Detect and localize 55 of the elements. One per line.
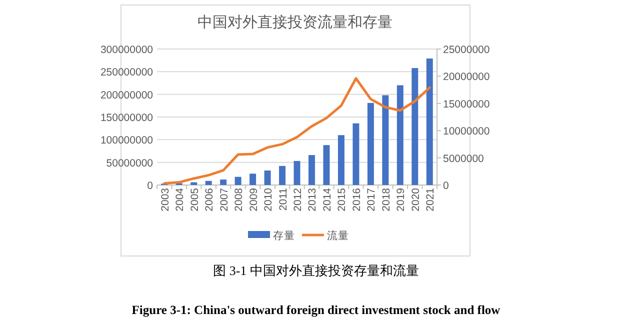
y2-tick-label: 15000000: [443, 98, 490, 110]
y2-tick-label: 5000000: [443, 152, 484, 165]
caption: Figure 3-1: China's outward foreign direct investment stock and flow: [132, 303, 500, 317]
y2-tick-label: 20000000: [443, 71, 490, 84]
bar: [205, 180, 212, 185]
x-tick-label: 2011: [277, 188, 290, 211]
bar: [367, 102, 374, 185]
y-tick-label: 300000000: [100, 44, 154, 56]
bar: [250, 174, 256, 185]
x-tick-label: 2007: [218, 188, 230, 212]
x-tick-label: 2019: [395, 188, 408, 212]
x-tick-label: 2006: [204, 188, 216, 212]
x-tick-label: 2010: [262, 188, 275, 212]
y-tick-label: 0: [147, 180, 154, 192]
bar: [396, 85, 404, 185]
bar: [294, 160, 300, 185]
x-tick-label: 2005: [188, 188, 201, 212]
y2-tick-label: 10000000: [443, 126, 490, 138]
bar: [412, 68, 418, 185]
bar: [264, 170, 271, 185]
caption: 图 3-1 中国对外直接投资存量和流量: [213, 263, 419, 278]
x-tick-label: 2020: [410, 188, 422, 212]
x-tick-label: 2003: [159, 188, 172, 212]
bar: [279, 166, 286, 185]
bar: [426, 58, 433, 185]
y2-tick-label: 25000000: [443, 44, 490, 56]
bar: [234, 176, 242, 185]
x-tick-label: 2021: [424, 188, 437, 212]
x-tick-label: 2009: [248, 188, 260, 212]
y-tick-label: 250000000: [100, 66, 154, 79]
y2-tick-label: 0: [443, 180, 449, 192]
chart-title: 中国对外直接投资流量和存量: [198, 14, 392, 31]
x-tick-label: 2012: [292, 188, 304, 212]
x-tick-label: 2015: [336, 188, 348, 212]
bar: [323, 145, 330, 185]
bar: [190, 182, 198, 185]
y-tick-label: 150000000: [100, 112, 154, 124]
y-tick-label: 50000000: [106, 157, 154, 170]
x-tick-label: 2014: [321, 188, 334, 212]
legend-label: 存量: [273, 230, 295, 242]
legend-label: 流量: [327, 229, 349, 242]
x-tick-label: 2017: [366, 188, 378, 212]
bar: [308, 155, 315, 185]
bar: [338, 135, 344, 185]
x-tick-label: 2004: [174, 188, 186, 212]
y-tick-label: 200000000: [100, 89, 154, 102]
bar: [352, 123, 360, 185]
bar: [220, 180, 227, 185]
x-tick-label: 2018: [380, 188, 392, 212]
x-tick-label: 2008: [233, 188, 246, 212]
bar: [382, 95, 389, 185]
x-tick-label: 2013: [306, 188, 319, 212]
y-tick-label: 100000000: [100, 134, 154, 147]
x-tick-label: 2016: [350, 188, 363, 212]
line-series: [163, 77, 431, 185]
